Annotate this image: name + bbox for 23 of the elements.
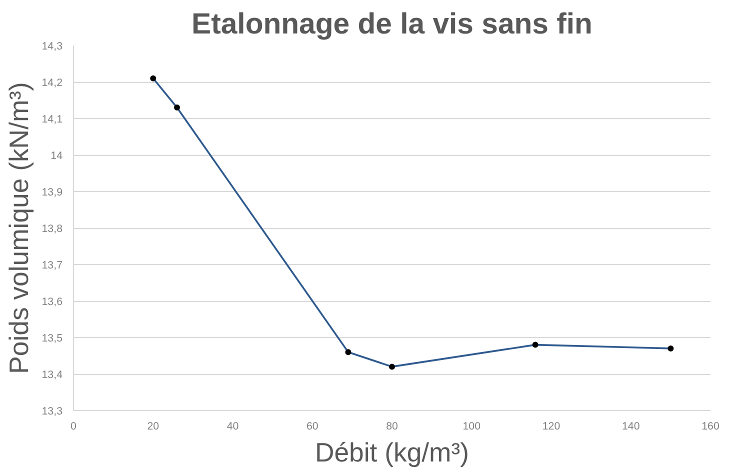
x-tick-label: 80 <box>386 420 398 432</box>
y-tick-label: 14,1 <box>42 114 63 126</box>
y-tick-label: 13,8 <box>42 223 63 235</box>
x-tick-label: 40 <box>226 420 239 432</box>
x-tick-label: 20 <box>147 420 160 432</box>
x-axis-title: Débit (kg/m³) <box>314 438 470 468</box>
y-tick-label: 14 <box>50 150 63 162</box>
y-tick-label: 13,3 <box>42 406 63 418</box>
x-tick-label: 0 <box>70 420 77 432</box>
y-tick-label: 13,9 <box>42 186 63 198</box>
x-tick-label: 60 <box>306 420 318 432</box>
chart-title: Etalonnage de la vis sans fin <box>192 8 592 40</box>
y-tick-label: 13,7 <box>42 260 63 272</box>
x-tick-label: 140 <box>622 420 640 432</box>
y-tick-label: 13,5 <box>42 332 63 344</box>
y-tick-label: 13,6 <box>42 296 63 308</box>
y-tick-label: 13,4 <box>42 369 63 381</box>
x-tick-label: 100 <box>462 420 481 432</box>
x-tick-label: 120 <box>542 420 560 432</box>
x-tick-label: 160 <box>702 420 720 432</box>
y-tick-label: 14,3 <box>42 40 63 52</box>
y-axis-title: Poids volumique (kN/m³) <box>4 82 34 374</box>
y-tick-label: 14,2 <box>42 77 63 89</box>
